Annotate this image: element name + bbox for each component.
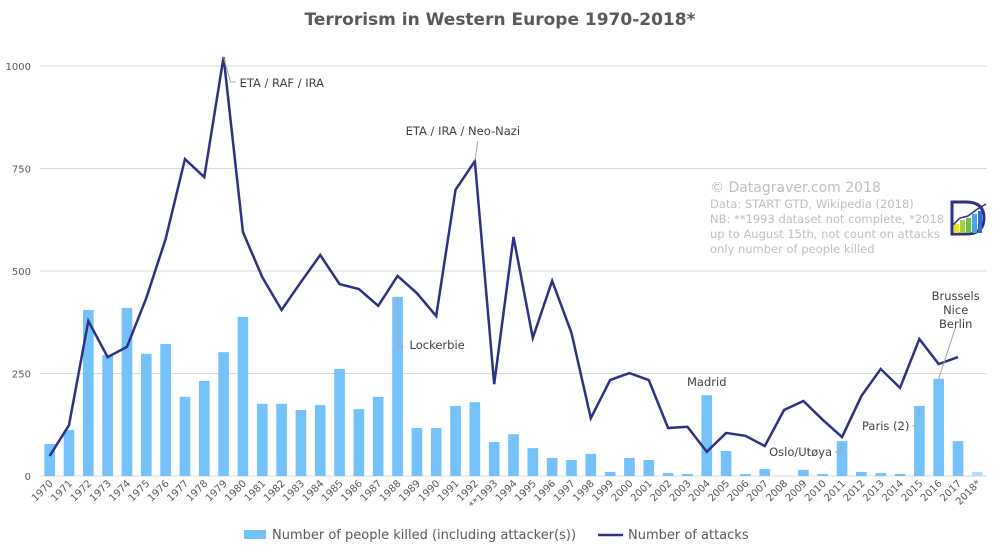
bars-series	[44, 296, 983, 476]
credit-line: NB: **1993 dataset not complete, *2018	[710, 212, 944, 226]
bar	[546, 457, 558, 476]
annotation-label: Berlin	[939, 317, 972, 331]
bar	[856, 471, 867, 476]
bar	[102, 355, 113, 476]
y-tick-label: 0	[25, 472, 31, 483]
y-axis-ticks: 0 250 500 750 1000	[6, 62, 31, 483]
attacks-line	[48, 56, 959, 457]
bar	[237, 316, 249, 476]
bar	[914, 405, 925, 476]
annotations: ETA / RAF / IRA ETA / IRA / Neo-Nazi Locke…	[223, 56, 980, 459]
annotation-leader	[835, 443, 843, 453]
bar	[314, 405, 326, 476]
bar	[527, 448, 539, 476]
bar	[682, 473, 693, 476]
bar	[566, 460, 577, 476]
y-tick-label: 1000	[6, 62, 31, 73]
bar	[894, 473, 906, 476]
y-tick-label: 500	[12, 267, 31, 278]
annotation-leader	[474, 141, 479, 162]
bar	[411, 428, 423, 476]
bar	[817, 473, 829, 476]
annotation-label: Nice	[943, 303, 968, 317]
chart-title: Terrorism in Western Europe 1970-2018*	[305, 10, 696, 30]
bar	[430, 428, 442, 476]
credit-line: Data: START GTD, Wikipedia (2018)	[710, 197, 914, 211]
bar	[585, 453, 597, 476]
bar	[798, 469, 809, 476]
annotation-leader	[912, 407, 920, 427]
bar	[392, 296, 403, 476]
bar	[256, 403, 268, 476]
legend: Number of people killed (including attac…	[244, 528, 749, 543]
bar	[875, 473, 887, 476]
datagraver-logo-icon	[950, 200, 987, 236]
bar	[276, 403, 287, 476]
annotation-leader	[223, 56, 236, 83]
bar	[952, 441, 964, 476]
credit-line: only number of people killed	[710, 242, 875, 256]
annotation-label: Brussels	[932, 289, 980, 303]
bar	[140, 353, 152, 476]
x-axis-ticks: 1970197119721973197419751976197719781979…	[30, 478, 983, 511]
legend-swatch-bars	[244, 530, 266, 539]
bar	[972, 471, 983, 476]
bar	[720, 450, 732, 476]
bar	[836, 441, 848, 476]
annotation-leader	[938, 326, 957, 379]
credits: © Datagraver.com 2018 Data: START GTD, W…	[710, 180, 944, 256]
bar	[508, 434, 519, 476]
legend-label-bars: Number of people killed (including attac…	[272, 528, 576, 543]
bar	[604, 471, 616, 476]
bar	[121, 307, 133, 476]
annotation-leader	[397, 296, 404, 348]
annotation-label: ETA / RAF / IRA	[240, 76, 325, 90]
bar	[488, 441, 500, 476]
annotation-label: Lockerbie	[410, 338, 465, 352]
annotation-label: Madrid	[687, 375, 727, 389]
bar	[701, 395, 713, 476]
bar	[83, 309, 94, 476]
bar	[198, 380, 210, 476]
bar	[469, 402, 481, 476]
line-series	[48, 56, 959, 457]
bar	[662, 473, 674, 476]
bar	[759, 469, 771, 476]
gridlines	[40, 65, 987, 477]
bar	[624, 457, 635, 476]
annotation-label: ETA / IRA / Neo-Nazi	[406, 124, 520, 138]
bar	[372, 396, 384, 476]
y-tick-label: 250	[12, 370, 31, 381]
y-tick-label: 750	[12, 165, 31, 176]
bar	[740, 473, 751, 476]
credit-main: © Datagraver.com 2018	[710, 180, 881, 196]
bar	[44, 444, 55, 476]
credit-line: up to August 15th, not count on attacks	[710, 227, 940, 241]
bar	[218, 352, 229, 476]
legend-label-line: Number of attacks	[628, 528, 749, 543]
bar	[353, 409, 365, 476]
bar	[643, 460, 655, 476]
annotation-label: Oslo/Utøya	[769, 445, 832, 459]
bar	[450, 405, 461, 476]
annotation-label: Paris (2)	[862, 419, 909, 433]
bar	[933, 378, 944, 476]
bar	[179, 396, 191, 476]
bar	[295, 409, 307, 476]
bar	[334, 368, 345, 476]
bar	[63, 430, 75, 476]
bar	[160, 343, 171, 476]
